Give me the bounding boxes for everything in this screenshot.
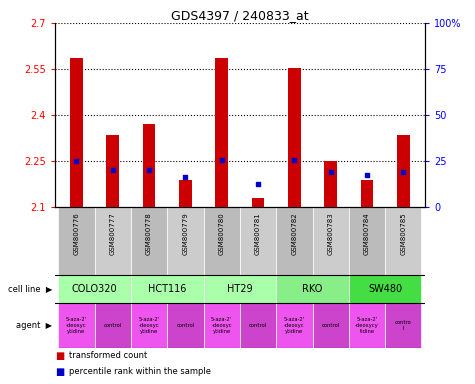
Bar	[288, 68, 301, 207]
Bar	[324, 161, 337, 207]
Point	[181, 174, 189, 180]
Text: control: control	[104, 323, 122, 328]
Text: ■: ■	[55, 351, 64, 361]
Text: 5-aza-2'
-deoxyc
ytidine: 5-aza-2' -deoxyc ytidine	[284, 317, 305, 334]
Point	[145, 167, 153, 174]
Text: ■: ■	[55, 367, 64, 377]
Text: GSM800784: GSM800784	[364, 213, 370, 255]
Text: 5-aza-2'
-deoxycy
tidine: 5-aza-2' -deoxycy tidine	[355, 317, 379, 334]
Bar	[349, 303, 385, 348]
Text: GSM800776: GSM800776	[74, 213, 79, 255]
Bar	[313, 207, 349, 275]
Text: percentile rank within the sample: percentile rank within the sample	[69, 367, 211, 376]
Point	[291, 157, 298, 164]
Text: HT29: HT29	[227, 284, 253, 294]
Text: control: control	[176, 323, 195, 328]
Point	[327, 169, 334, 175]
Point	[218, 157, 226, 163]
Text: GSM800778: GSM800778	[146, 213, 152, 255]
Bar	[131, 303, 167, 348]
Point	[109, 167, 116, 174]
Bar	[58, 275, 131, 303]
Text: GSM800782: GSM800782	[291, 213, 297, 255]
Text: agent  ▶: agent ▶	[16, 321, 52, 330]
Bar	[167, 303, 204, 348]
Bar	[215, 58, 228, 207]
Bar	[58, 303, 95, 348]
Text: GSM800780: GSM800780	[218, 213, 225, 255]
Bar	[276, 207, 313, 275]
Bar	[385, 303, 421, 348]
Bar	[142, 124, 155, 207]
Bar	[131, 275, 204, 303]
Text: GSM800781: GSM800781	[255, 213, 261, 255]
Text: GSM800783: GSM800783	[328, 213, 333, 255]
Point	[254, 181, 262, 187]
Bar	[252, 198, 265, 207]
Bar	[397, 135, 409, 207]
Bar	[313, 303, 349, 348]
Title: GDS4397 / 240833_at: GDS4397 / 240833_at	[171, 9, 309, 22]
Text: SW480: SW480	[368, 284, 402, 294]
Bar	[70, 58, 83, 207]
Bar	[240, 207, 276, 275]
Text: 5-aza-2'
-deoxyc
ytidine: 5-aza-2' -deoxyc ytidine	[138, 317, 160, 334]
Text: 5-aza-2'
-deoxyc
ytidine: 5-aza-2' -deoxyc ytidine	[66, 317, 87, 334]
Point	[399, 169, 407, 175]
Bar	[240, 303, 276, 348]
Bar	[204, 207, 240, 275]
Bar	[204, 303, 240, 348]
Bar	[204, 275, 276, 303]
Text: control: control	[322, 323, 340, 328]
Text: GSM800785: GSM800785	[400, 213, 406, 255]
Text: contro
l: contro l	[395, 320, 412, 331]
Point	[73, 158, 80, 164]
Bar	[131, 207, 167, 275]
Bar	[349, 275, 421, 303]
Text: GSM800777: GSM800777	[110, 213, 116, 255]
Bar	[58, 207, 95, 275]
Bar	[95, 303, 131, 348]
Bar	[385, 207, 421, 275]
Bar	[95, 207, 131, 275]
Bar	[167, 207, 204, 275]
Text: transformed count: transformed count	[69, 351, 147, 360]
Bar	[361, 180, 373, 207]
Bar	[349, 207, 385, 275]
Text: control: control	[249, 323, 267, 328]
Text: GSM800779: GSM800779	[182, 213, 189, 255]
Bar	[276, 303, 313, 348]
Text: HCT116: HCT116	[148, 284, 186, 294]
Text: RKO: RKO	[302, 284, 323, 294]
Text: cell line  ▶: cell line ▶	[8, 285, 52, 293]
Point	[363, 172, 371, 178]
Bar	[276, 275, 349, 303]
Bar	[106, 135, 119, 207]
Text: 5-aza-2'
-deoxyc
ytidine: 5-aza-2' -deoxyc ytidine	[211, 317, 232, 334]
Text: COLO320: COLO320	[72, 284, 117, 294]
Bar	[179, 180, 192, 207]
